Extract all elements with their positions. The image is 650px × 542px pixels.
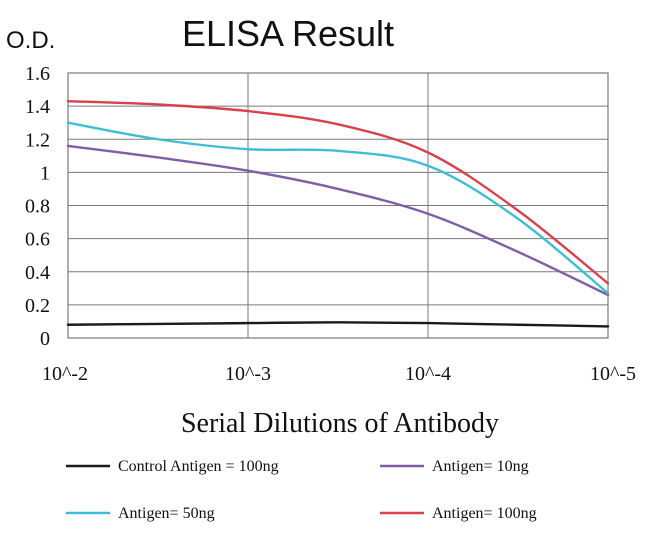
x-axis-ticks: 10^-2 10^-3 10^-4 10^-5	[42, 363, 636, 385]
series-antigen-10ng	[66, 144, 610, 297]
legend-label: Antigen= 10ng	[432, 458, 529, 475]
legend-item: Antigen= 50ng	[66, 505, 215, 522]
y-tick-label: 0	[40, 328, 50, 350]
legend: Control Antigen = 100ng Antigen= 10ng Anti…	[66, 458, 537, 522]
y-tick-label: 1.4	[25, 96, 50, 118]
y-tick-label: 1.2	[25, 129, 50, 151]
legend-label: Antigen= 50ng	[118, 505, 215, 522]
series-antigen-50ng	[66, 121, 610, 295]
y-tick-label: 0.4	[25, 262, 50, 284]
chart-title: ELISA Result	[182, 13, 394, 54]
y-tick-label: 1.6	[25, 63, 50, 85]
legend-item: Antigen= 10ng	[380, 458, 529, 475]
y-axis-label: O.D.	[6, 27, 55, 54]
grid	[67, 72, 609, 339]
y-axis-ticks: 0 0.2 0.4 0.6 0.8 1 1.2 1.4 1.6	[25, 63, 50, 350]
x-tick-label: 10^-5	[590, 363, 636, 385]
legend-item: Control Antigen = 100ng	[66, 458, 279, 475]
legend-item: Antigen= 100ng	[380, 505, 537, 522]
series-antigen-100ng	[66, 99, 610, 285]
x-tick-label: 10^-3	[225, 363, 271, 385]
series-control-antigen-100ng	[66, 321, 610, 328]
x-tick-label: 10^-2	[42, 363, 88, 385]
plot-frame	[67, 72, 609, 339]
y-tick-label: 0.6	[25, 229, 50, 251]
legend-label: Antigen= 100ng	[432, 505, 537, 522]
legend-label: Control Antigen = 100ng	[118, 458, 279, 475]
y-tick-label: 0.2	[25, 295, 50, 317]
x-axis-label: Serial Dilutions of Antibody	[181, 408, 499, 439]
y-tick-label: 1	[40, 162, 50, 184]
series-lines	[66, 99, 610, 328]
x-tick-label: 10^-4	[405, 363, 451, 385]
y-tick-label: 0.8	[25, 196, 50, 218]
